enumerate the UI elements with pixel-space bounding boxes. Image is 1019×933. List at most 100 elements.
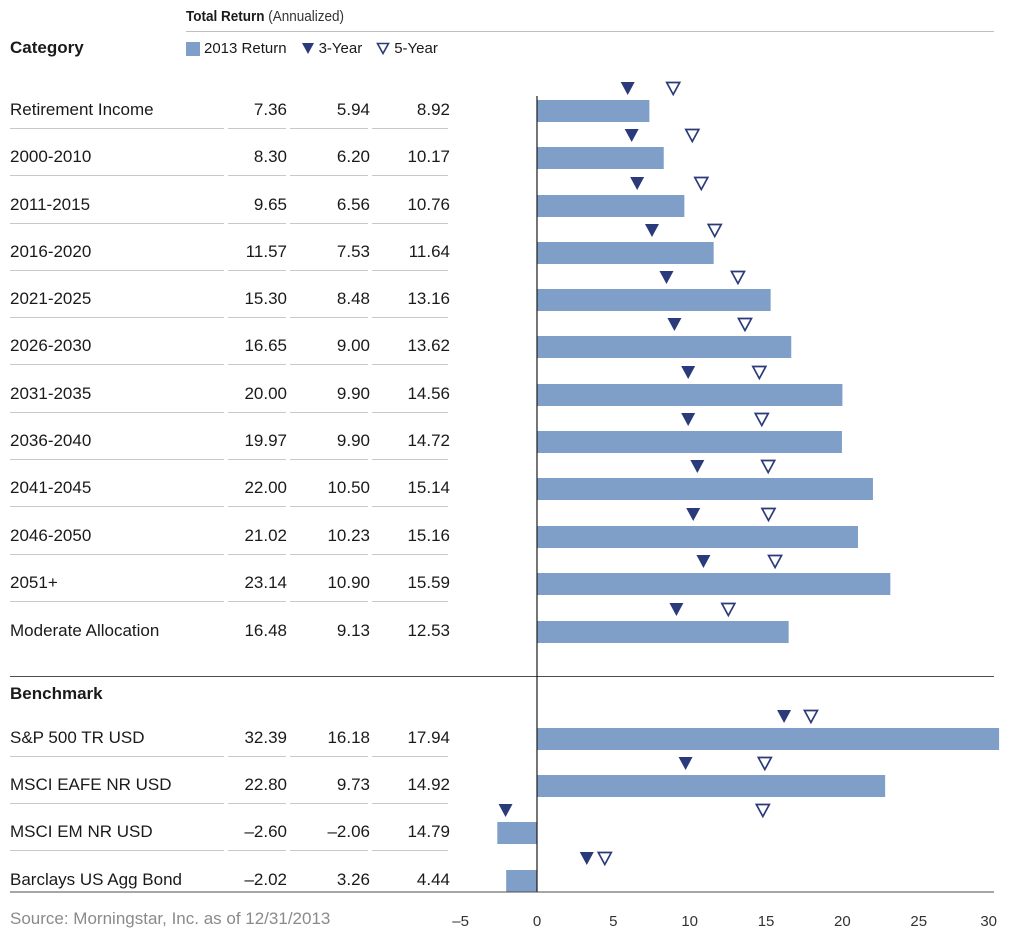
- row-rule: [372, 756, 448, 757]
- cell-2013-return: –2.02: [244, 870, 287, 889]
- cell-5-year: 13.62: [407, 336, 450, 355]
- row-rule: [228, 756, 286, 757]
- cell-3-year: 9.90: [336, 431, 370, 450]
- row-rule: [290, 554, 368, 555]
- row-rule: [228, 270, 286, 271]
- row-rule: [10, 459, 224, 460]
- x-tick-label: –5: [452, 913, 469, 930]
- marker-3-year: [620, 82, 635, 95]
- row-rule: [10, 270, 224, 271]
- row-label: 2041-2045: [10, 478, 92, 497]
- row-label: S&P 500 TR USD: [10, 728, 145, 747]
- row-rule: [228, 506, 286, 507]
- cell-2013-return: 7.36: [253, 100, 287, 119]
- benchmark-heading: Benchmark: [10, 684, 103, 703]
- row-rule: [372, 223, 448, 224]
- marker-5-year: [760, 507, 777, 523]
- bar-2013-return: [537, 478, 873, 500]
- bar-2013-return: [537, 573, 891, 595]
- row-rule: [372, 270, 448, 271]
- cell-3-year: 10.50: [327, 478, 370, 497]
- marker-3-year: [667, 318, 682, 331]
- row-rule: [290, 756, 368, 757]
- row-rule: [228, 223, 286, 224]
- row-rule: [372, 317, 448, 318]
- category-heading: Category: [10, 38, 84, 57]
- row-label: Barclays US Agg Bond: [10, 870, 182, 889]
- marker-3-year: [624, 129, 639, 142]
- marker-3-year: [579, 852, 594, 865]
- row-label: 2031-2035: [10, 384, 92, 403]
- cell-5-year: 4.44: [416, 870, 450, 889]
- row-rule: [10, 850, 224, 851]
- row-rule: [372, 364, 448, 365]
- benchmark-divider: [10, 676, 994, 677]
- cell-5-year: 17.94: [407, 728, 450, 747]
- bar-2013-return: [537, 100, 650, 122]
- marker-5-year: [706, 223, 723, 239]
- x-tick-label: 10: [681, 913, 698, 930]
- marker-5-year: [803, 709, 819, 725]
- cell-5-year: 10.76: [407, 195, 450, 214]
- row-rule: [10, 601, 224, 602]
- x-tick-label: 20: [834, 913, 851, 930]
- marker-5-year: [760, 459, 777, 475]
- marker-3-year: [696, 555, 711, 568]
- row-label: Retirement Income: [10, 100, 154, 119]
- bar-2013-return: [537, 621, 789, 643]
- marker-3-year: [669, 603, 684, 616]
- bar-2013-return: [537, 526, 858, 548]
- marker-3-year: [681, 413, 696, 426]
- row-rule: [372, 850, 448, 851]
- cell-2013-return: 22.00: [244, 478, 287, 497]
- row-rule: [10, 412, 224, 413]
- cell-2013-return: 19.97: [244, 431, 287, 450]
- row-rule: [228, 850, 286, 851]
- cell-2013-return: –2.60: [244, 822, 287, 841]
- bar-2013-return: [537, 431, 842, 453]
- header-rule: [186, 31, 994, 32]
- cell-3-year: 9.00: [336, 336, 370, 355]
- row-rule: [10, 317, 224, 318]
- cell-2013-return: 16.48: [244, 621, 287, 640]
- row-label: 2000-2010: [10, 147, 92, 166]
- cell-2013-return: 8.30: [253, 147, 287, 166]
- filled-triangle-down-icon: [301, 43, 314, 54]
- legend-label-3year: 3-Year: [318, 40, 363, 57]
- row-label: 2016-2020: [10, 242, 92, 261]
- marker-3-year: [498, 804, 513, 817]
- source-note: Source: Morningstar, Inc. as of 12/31/20…: [10, 909, 331, 928]
- cell-2013-return: 20.00: [244, 384, 287, 403]
- cell-3-year: 6.56: [336, 195, 370, 214]
- marker-3-year: [659, 271, 674, 284]
- cell-3-year: 10.90: [327, 573, 370, 592]
- marker-3-year: [681, 366, 696, 379]
- cell-5-year: 15.59: [407, 573, 450, 592]
- row-rule: [10, 554, 224, 555]
- row-rule: [372, 459, 448, 460]
- row-label: Moderate Allocation: [10, 621, 160, 640]
- bar-2013-return: [537, 775, 886, 797]
- marker-5-year: [665, 81, 682, 97]
- marker-3-year: [678, 757, 693, 770]
- bar-2013-return: [537, 728, 1000, 750]
- x-tick-label: 0: [533, 913, 541, 930]
- legend-item-5year: 5-Year: [376, 40, 438, 57]
- cell-5-year: 14.79: [407, 822, 450, 841]
- cell-5-year: 14.56: [407, 384, 450, 403]
- row-rule: [372, 175, 448, 176]
- hollow-triangle-down-icon: [376, 42, 391, 55]
- cell-3-year: 5.94: [336, 100, 370, 119]
- cell-2013-return: 16.65: [244, 336, 287, 355]
- row-label: 2051+: [10, 573, 58, 592]
- marker-5-year: [596, 851, 613, 867]
- row-rule: [10, 803, 224, 804]
- cell-2013-return: 15.30: [244, 289, 287, 308]
- cell-5-year: 15.14: [407, 478, 450, 497]
- marker-5-year: [751, 365, 768, 381]
- cell-3-year: 10.23: [327, 526, 370, 545]
- row-label: 2011-2015: [10, 195, 91, 214]
- row-rule: [10, 223, 224, 224]
- cell-5-year: 10.17: [407, 147, 450, 166]
- marker-5-year: [720, 602, 737, 618]
